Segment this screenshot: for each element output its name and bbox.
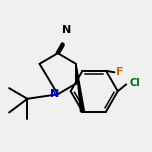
Text: Cl: Cl — [129, 78, 140, 88]
Polygon shape — [58, 43, 64, 53]
Text: F: F — [116, 67, 123, 77]
Text: N: N — [62, 25, 71, 35]
Polygon shape — [76, 64, 84, 112]
Text: N: N — [50, 89, 59, 99]
